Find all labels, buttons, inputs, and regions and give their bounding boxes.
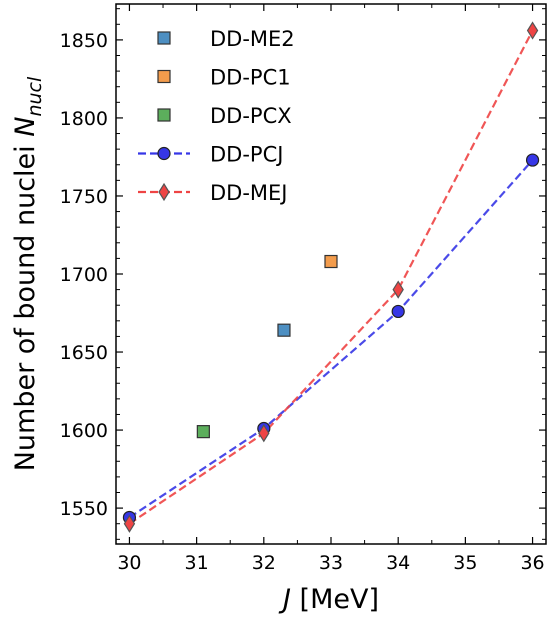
legend-label-dd-me2: DD-ME2	[210, 27, 295, 51]
series-line-dd-pcj	[129, 160, 532, 517]
y-tick-label: 1700	[60, 264, 108, 286]
x-tick-label: 33	[319, 552, 343, 574]
x-axis-label-unit: [MeV]	[291, 584, 379, 615]
y-axis-label-main: Number of bound nuclei	[10, 137, 41, 472]
x-tick-label: 30	[117, 552, 141, 574]
legend-label-dd-mej: DD-MEJ	[210, 181, 288, 205]
data-point-dd-pc1	[325, 256, 337, 268]
data-point-dd-me2	[278, 324, 290, 336]
x-tick-label: 36	[520, 552, 544, 574]
x-tick-label: 32	[252, 552, 276, 574]
legend: DD-ME2 DD-PC1 DD-PCX DD-PCJ DD-MEJ	[138, 27, 295, 205]
y-axis-label-subscript: nucl	[24, 76, 46, 117]
data-point-dd-pcj	[527, 154, 539, 166]
y-tick-label: 1850	[60, 30, 108, 52]
series-lines	[129, 31, 532, 524]
x-tick-label: 31	[185, 552, 209, 574]
x-axis-label: J [MeV]	[278, 584, 379, 615]
legend-marker-dd-pc1	[158, 71, 170, 83]
data-markers	[123, 23, 538, 532]
legend-marker-dd-pcj	[158, 148, 170, 160]
series-line-dd-mej	[129, 31, 532, 524]
y-tick-label: 1600	[60, 420, 108, 442]
y-tick-label: 1550	[60, 498, 108, 520]
plot-frame	[116, 4, 546, 544]
legend-marker-dd-mej	[159, 184, 169, 200]
axis-ticks	[116, 4, 546, 544]
y-axis-label-symbol: N	[10, 117, 41, 137]
legend-label-dd-pcx: DD-PCX	[210, 104, 292, 128]
x-tick-label: 34	[386, 552, 410, 574]
y-tick-label: 1750	[60, 186, 108, 208]
y-tick-label: 1650	[60, 342, 108, 364]
tick-labels: 30 31 32 33 34 35 36 1550 1600 1650 1700 1750 1800 18…	[60, 30, 545, 574]
y-tick-label: 1800	[60, 108, 108, 130]
y-axis-label: Number of bound nuclei Nnucl	[10, 76, 46, 471]
x-tick-label: 35	[453, 552, 477, 574]
legend-label-dd-pc1: DD-PC1	[210, 66, 291, 90]
data-point-dd-pcx	[197, 426, 209, 438]
legend-marker-dd-me2	[158, 32, 170, 44]
legend-marker-dd-pcx	[158, 109, 170, 121]
legend-label-dd-pcj: DD-PCJ	[210, 143, 283, 167]
x-axis-label-symbol: J	[278, 584, 291, 615]
data-point-dd-pcj	[392, 305, 404, 317]
